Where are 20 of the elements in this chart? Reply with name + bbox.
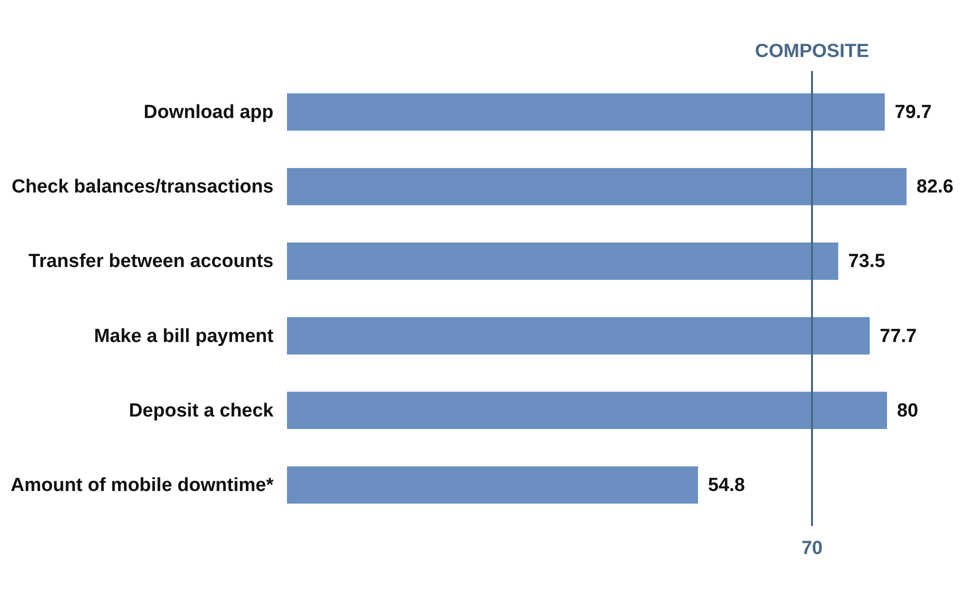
data-label: 54.8 — [708, 474, 745, 496]
bar — [287, 168, 906, 206]
bar — [287, 392, 887, 430]
y-tick-label: Amount of mobile downtime* — [10, 474, 274, 496]
y-tick-label: Make a bill payment — [94, 326, 274, 347]
data-label: 82.6 — [916, 176, 954, 198]
data-label: 79.7 — [894, 102, 932, 124]
data-label: 73.5 — [848, 251, 886, 272]
bar — [287, 242, 838, 280]
y-tick-label: Deposit a check — [128, 400, 274, 422]
y-tick-label: Download app — [144, 102, 274, 124]
bar — [287, 93, 885, 131]
data-label: 80 — [897, 400, 918, 422]
y-tick-label: Check balances/transactions — [12, 176, 274, 198]
text: 70 — [801, 538, 823, 559]
ref-line-label: COMPOSITE — [754, 41, 870, 62]
y-tick-label: Transfer between accounts — [28, 251, 274, 272]
bar — [287, 466, 698, 504]
bar — [287, 317, 870, 354]
data-label: 77.7 — [880, 326, 917, 347]
